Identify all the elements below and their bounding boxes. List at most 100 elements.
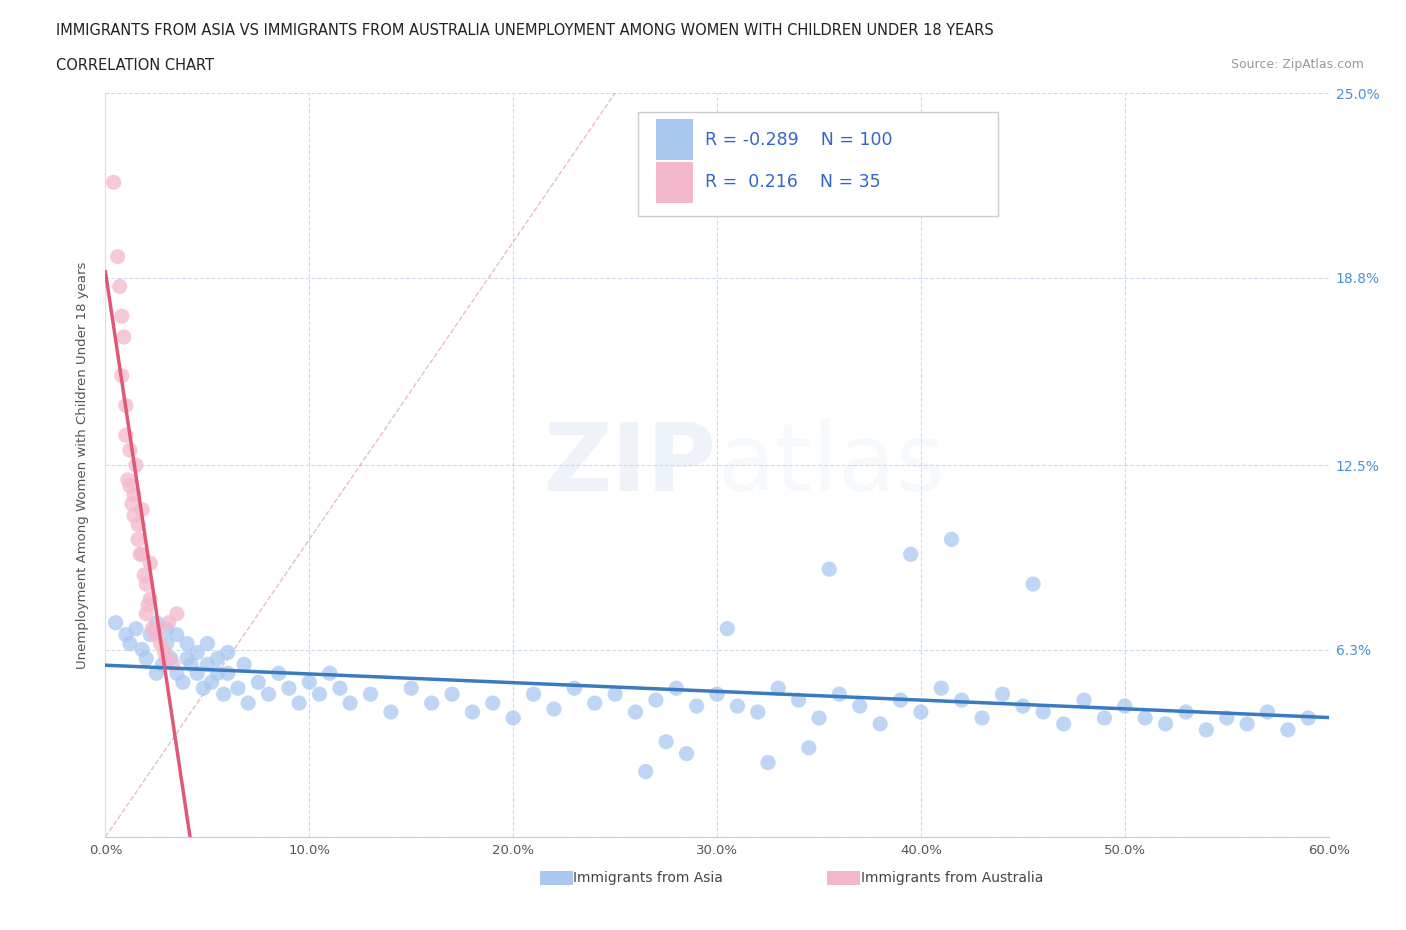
Point: [141, 621, 163, 636]
Point: [1012, 698, 1035, 713]
Point: [217, 645, 239, 660]
Point: [420, 696, 443, 711]
Point: [329, 681, 352, 696]
Point: [117, 472, 139, 487]
Point: [112, 329, 135, 344]
Point: [118, 443, 141, 458]
Point: [104, 616, 127, 631]
Point: [787, 693, 810, 708]
Point: [900, 547, 922, 562]
Point: [159, 651, 181, 666]
Point: [145, 666, 167, 681]
Point: [131, 547, 153, 562]
Point: [145, 627, 167, 642]
Point: [502, 711, 524, 725]
Point: [1073, 693, 1095, 708]
Point: [360, 686, 382, 701]
Point: [176, 636, 198, 651]
Point: [583, 696, 606, 711]
Point: [318, 666, 342, 681]
Point: [991, 686, 1014, 701]
Point: [172, 675, 194, 690]
Point: [1256, 705, 1278, 720]
Point: [118, 478, 141, 493]
Point: [1296, 711, 1319, 725]
Point: [135, 606, 157, 621]
Point: [207, 666, 229, 681]
Point: [624, 705, 647, 720]
Point: [139, 591, 162, 606]
Point: [1216, 711, 1239, 725]
Point: [828, 686, 851, 701]
Point: [127, 517, 149, 532]
Point: [212, 686, 235, 701]
Point: [156, 651, 179, 666]
Point: [236, 696, 260, 711]
Point: [1032, 705, 1054, 720]
Point: [644, 693, 668, 708]
Point: [1052, 716, 1074, 731]
Point: [941, 532, 963, 547]
Point: [890, 693, 912, 708]
Point: [869, 716, 891, 731]
Point: [716, 621, 738, 636]
Point: [233, 657, 256, 671]
Point: [543, 701, 565, 716]
Point: [1133, 711, 1156, 725]
Point: [162, 657, 184, 671]
Point: [461, 705, 484, 720]
Text: IMMIGRANTS FROM ASIA VS IMMIGRANTS FROM AUSTRALIA UNEMPLOYMENT AMONG WOMEN WITH : IMMIGRANTS FROM ASIA VS IMMIGRANTS FROM …: [56, 23, 994, 38]
Point: [339, 696, 361, 711]
Bar: [655, 162, 693, 203]
Point: [186, 645, 208, 660]
Point: [1175, 705, 1198, 720]
Point: [166, 606, 188, 621]
Text: ZIP: ZIP: [544, 419, 717, 511]
Bar: [655, 119, 693, 160]
Point: [910, 705, 932, 720]
Point: [931, 681, 953, 696]
Point: [135, 651, 157, 666]
Point: [180, 657, 202, 671]
Point: [308, 686, 330, 701]
Point: [157, 616, 180, 631]
Point: [156, 621, 179, 636]
Point: [186, 666, 208, 681]
Text: R = -0.289    N = 100: R = -0.289 N = 100: [704, 131, 893, 149]
Point: [665, 681, 688, 696]
Point: [152, 657, 174, 671]
Y-axis label: Unemployment Among Women with Children Under 18 years: Unemployment Among Women with Children U…: [76, 261, 90, 669]
Point: [523, 686, 546, 701]
Point: [103, 175, 125, 190]
Point: [257, 686, 280, 701]
Point: [655, 735, 678, 750]
Point: [107, 249, 129, 264]
Point: [121, 497, 143, 512]
Point: [176, 651, 198, 666]
Point: [298, 675, 321, 690]
Point: [156, 636, 179, 651]
Bar: [827, 871, 860, 884]
Point: [207, 651, 229, 666]
Point: [247, 675, 270, 690]
Point: [768, 681, 790, 696]
Point: [197, 657, 219, 671]
Point: [278, 681, 301, 696]
Point: [849, 698, 872, 713]
Text: atlas: atlas: [717, 419, 945, 511]
Point: [1277, 723, 1299, 737]
Point: [267, 666, 290, 681]
Point: [115, 428, 138, 443]
Point: [747, 705, 769, 720]
Text: Immigrants from Australia: Immigrants from Australia: [862, 870, 1043, 885]
Point: [818, 562, 841, 577]
Point: [122, 487, 145, 502]
Point: [756, 755, 779, 770]
Point: [1154, 716, 1177, 731]
Point: [797, 740, 820, 755]
Point: [562, 681, 586, 696]
Point: [131, 502, 153, 517]
Point: [122, 508, 145, 523]
Point: [605, 686, 627, 701]
Point: [115, 398, 138, 413]
